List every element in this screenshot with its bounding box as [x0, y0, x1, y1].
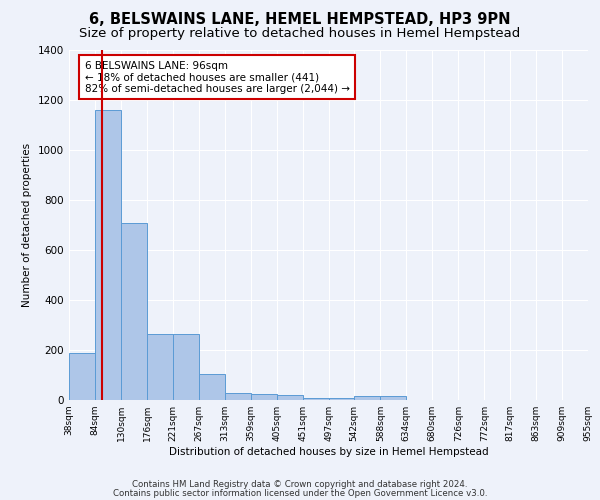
Bar	[224, 392, 251, 400]
Bar	[380, 396, 406, 400]
Bar	[277, 395, 303, 400]
Text: Contains HM Land Registry data © Crown copyright and database right 2024.: Contains HM Land Registry data © Crown c…	[132, 480, 468, 489]
Bar	[199, 374, 224, 400]
Bar	[354, 396, 380, 400]
Bar	[251, 394, 277, 400]
Bar	[329, 398, 354, 400]
Bar	[69, 352, 95, 400]
Y-axis label: Number of detached properties: Number of detached properties	[22, 143, 32, 307]
Text: Size of property relative to detached houses in Hemel Hempstead: Size of property relative to detached ho…	[79, 28, 521, 40]
Bar	[147, 334, 173, 400]
Bar	[173, 334, 199, 400]
Bar	[95, 110, 121, 400]
Text: Contains public sector information licensed under the Open Government Licence v3: Contains public sector information licen…	[113, 489, 487, 498]
Bar	[121, 222, 147, 400]
Text: 6, BELSWAINS LANE, HEMEL HEMPSTEAD, HP3 9PN: 6, BELSWAINS LANE, HEMEL HEMPSTEAD, HP3 …	[89, 12, 511, 26]
Bar	[303, 398, 329, 400]
X-axis label: Distribution of detached houses by size in Hemel Hempstead: Distribution of detached houses by size …	[169, 447, 488, 457]
Text: 6 BELSWAINS LANE: 96sqm
← 18% of detached houses are smaller (441)
82% of semi-d: 6 BELSWAINS LANE: 96sqm ← 18% of detache…	[85, 60, 350, 94]
